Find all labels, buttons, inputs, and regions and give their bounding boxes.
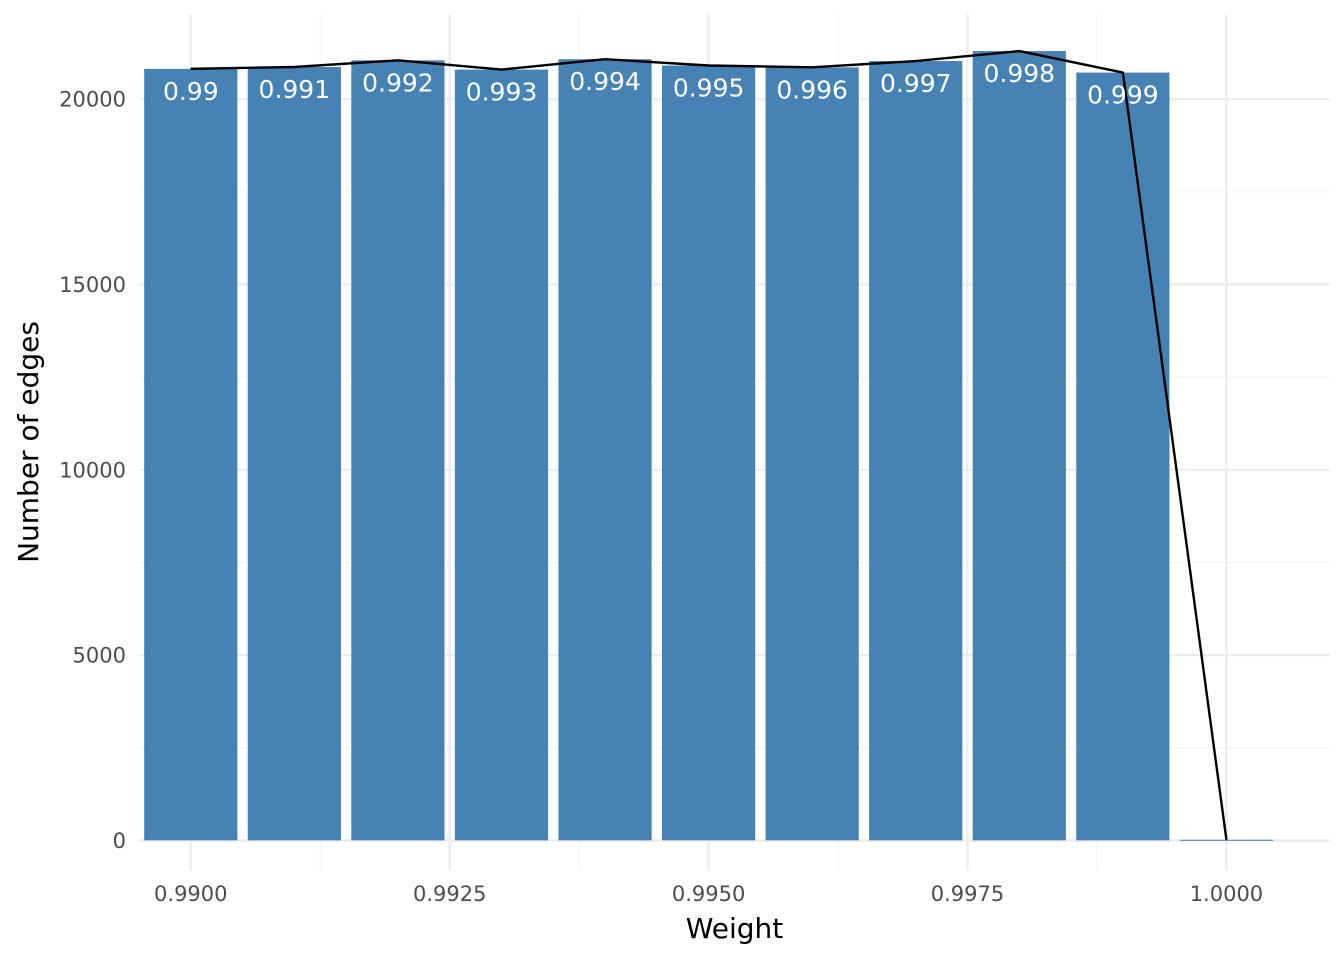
y-tick-label: 10000 (59, 458, 126, 482)
bar-label: 0.997 (880, 69, 952, 98)
bar (972, 51, 1066, 841)
bar (558, 59, 652, 841)
bar (144, 68, 238, 841)
bars (144, 51, 1274, 841)
bar (247, 66, 341, 841)
bar-label: 0.994 (569, 67, 641, 96)
bar (1076, 72, 1170, 841)
x-axis-ticks: 0.9900 0.9925 0.9950 0.9975 1.0000 (154, 882, 1263, 906)
bar-label: 0.99 (163, 77, 219, 106)
bar-label: 0.998 (984, 59, 1056, 88)
bar-label: 0.992 (362, 68, 434, 97)
x-tick-label: 0.9925 (413, 882, 486, 906)
bar-label: 0.995 (673, 74, 745, 103)
bar (869, 61, 963, 841)
bar (1179, 839, 1274, 841)
bar-label: 0.991 (259, 75, 331, 104)
bar-label: 0.993 (466, 78, 538, 107)
x-axis-title: Weight (686, 912, 784, 945)
trend-line (190, 49, 1228, 840)
x-tick-label: 0.9950 (672, 882, 745, 906)
y-tick-label: 20000 (59, 88, 126, 112)
bar-labels: 0.99 0.991 0.992 0.993 0.994 0.995 0.996 0.997 0… (163, 59, 1159, 109)
bar-label: 0.999 (1087, 81, 1159, 110)
x-tick-label: 1.0000 (1190, 882, 1263, 906)
series-line (190, 49, 1228, 840)
y-axis-ticks: 0 5000 10000 15000 20000 (59, 88, 126, 853)
bar (351, 60, 445, 841)
x-tick-label: 0.9900 (154, 882, 227, 906)
x-tick-label: 0.9975 (931, 882, 1004, 906)
bar (662, 65, 756, 841)
y-tick-label: 0 (113, 829, 126, 853)
bar (765, 67, 859, 841)
y-tick-label: 15000 (59, 273, 126, 297)
bar (454, 69, 549, 841)
bar-label: 0.996 (776, 75, 848, 104)
y-tick-label: 5000 (73, 644, 126, 668)
y-axis-title: Number of edges (12, 321, 45, 563)
